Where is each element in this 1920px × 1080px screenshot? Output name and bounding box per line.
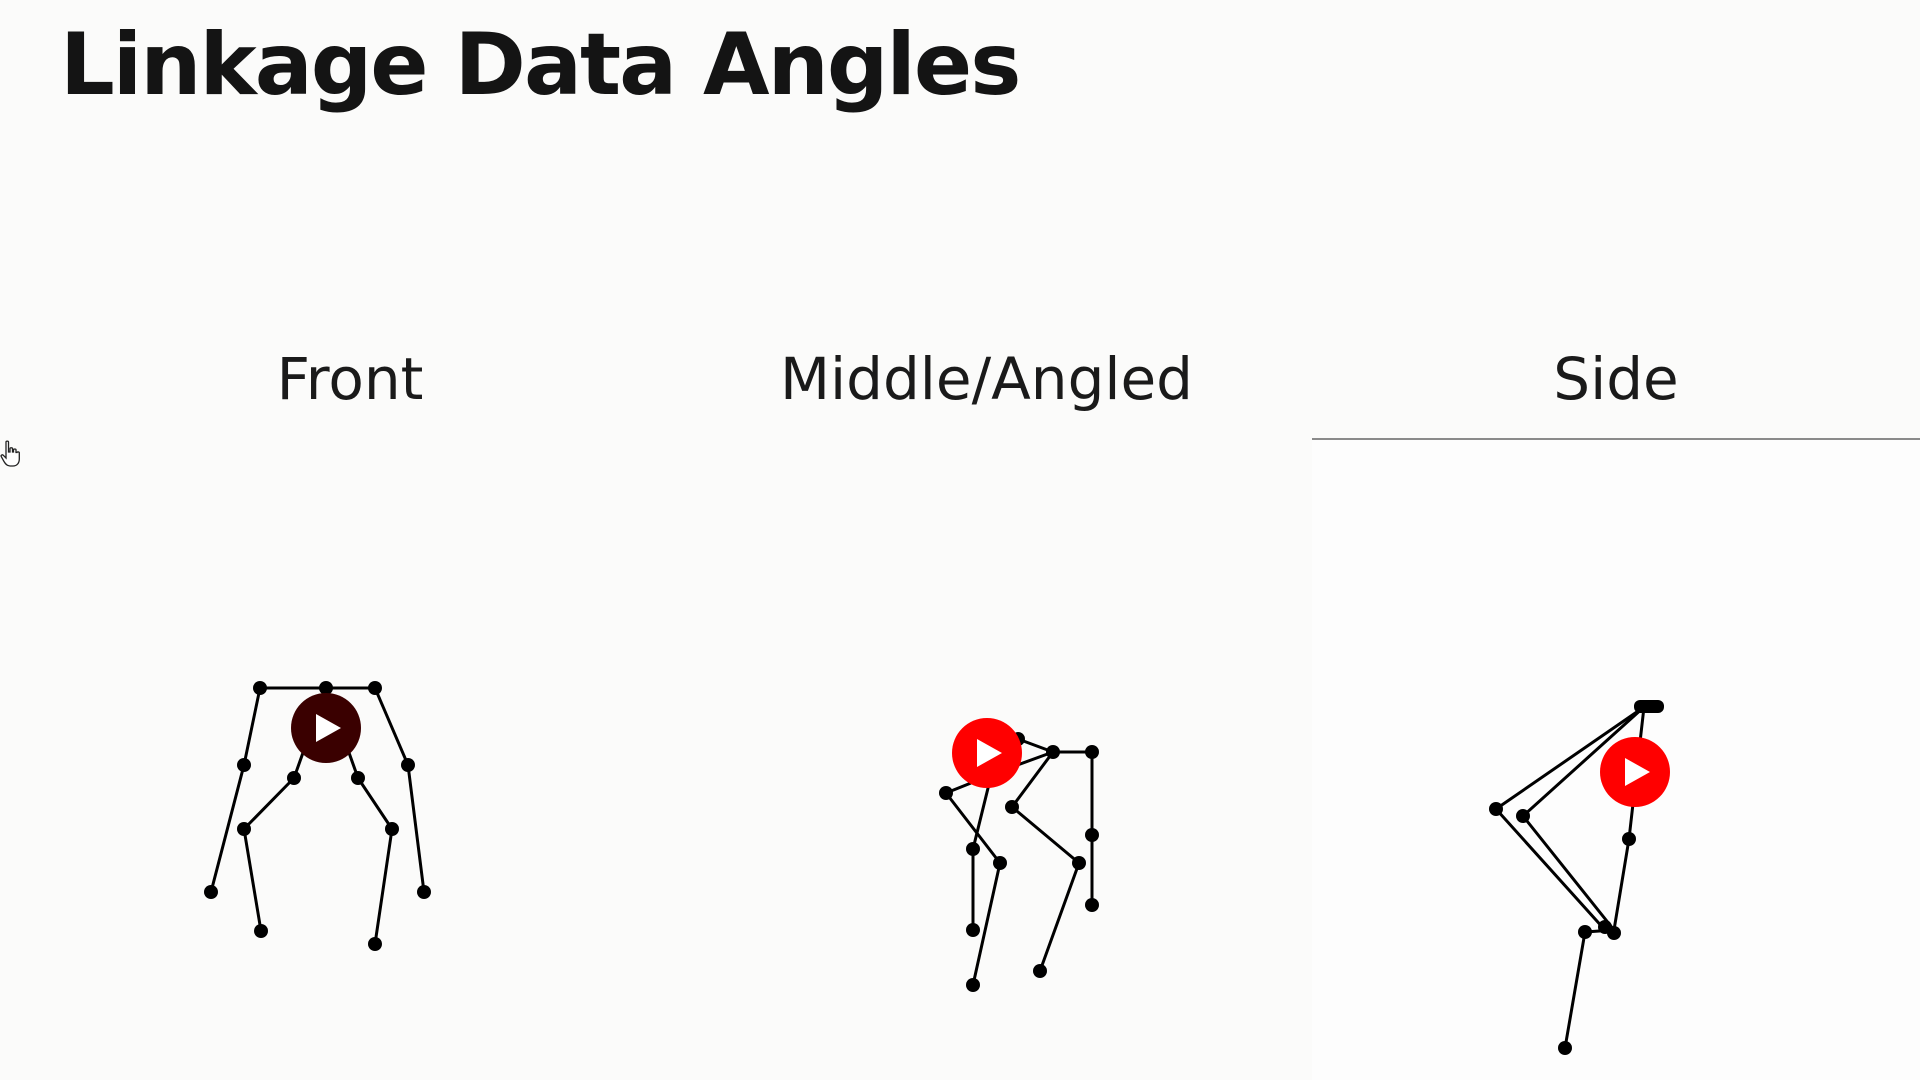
play-icon <box>977 739 1002 767</box>
hand-pointer-icon <box>0 440 20 467</box>
side-skeleton-figure <box>1489 700 1670 1055</box>
middle-video-panel[interactable] <box>655 440 1312 1080</box>
tab-side[interactable]: Side <box>1312 320 1920 440</box>
front-video-panel[interactable] <box>0 440 655 1080</box>
side-video-panel[interactable] <box>1312 440 1920 1080</box>
side-play-button[interactable] <box>1600 737 1670 807</box>
middle-skeleton-figure <box>939 718 1099 992</box>
view-tabs: Front Middle/Angled Side <box>0 320 1920 440</box>
front-skeleton-figure <box>204 681 431 951</box>
page-title: Linkage Data Angles <box>60 15 1021 115</box>
front-play-button[interactable] <box>291 693 361 763</box>
play-icon <box>1625 758 1650 786</box>
play-icon <box>316 714 341 742</box>
middle-play-button[interactable] <box>952 718 1022 788</box>
tab-front[interactable]: Front <box>276 345 424 413</box>
tab-middle-angled[interactable]: Middle/Angled <box>780 345 1193 413</box>
